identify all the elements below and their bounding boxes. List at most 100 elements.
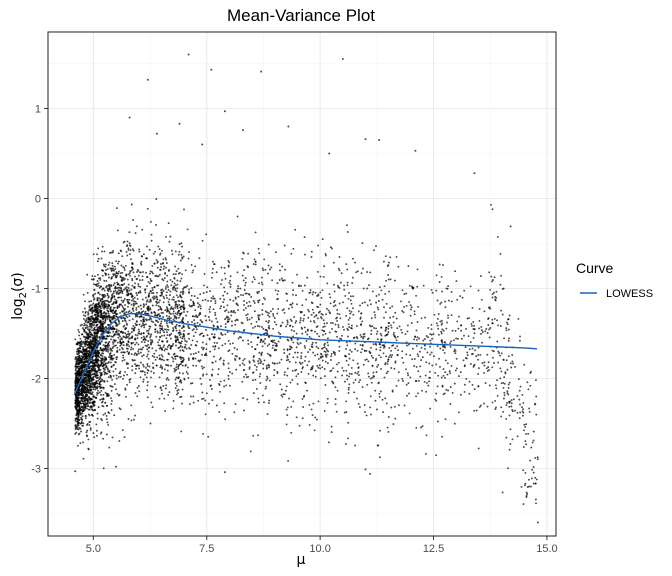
scatter-point [118,333,121,336]
scatter-point [131,327,133,330]
scatter-point [102,344,105,347]
scatter-point [91,391,94,394]
scatter-point [115,358,118,361]
scatter-point [343,288,346,291]
scatter-point [346,284,349,287]
scatter-point [83,342,86,345]
scatter-point [127,330,130,333]
scatter-point [223,286,226,289]
scatter-point [153,295,156,298]
scatter-point [158,313,160,316]
scatter-point [128,319,131,322]
scatter-point [436,324,439,327]
scatter-point [264,337,267,340]
scatter-point [84,388,87,391]
scatter-point [519,335,521,338]
scatter-point [441,435,444,438]
scatter-point [346,307,349,310]
scatter-point [151,341,154,343]
scatter-point [312,402,315,405]
scatter-point [177,316,180,319]
scatter-point [257,247,260,250]
scatter-point [213,297,216,300]
scatter-point [395,317,398,320]
scatter-point [508,414,511,417]
scatter-point [112,330,115,333]
scatter-point [500,274,503,277]
scatter-point [111,436,114,439]
scatter-point [205,328,207,331]
scatter-point [144,323,147,326]
scatter-point [227,311,230,314]
scatter-point [330,355,333,358]
scatter-point [506,323,509,326]
scatter-point [119,340,122,343]
scatter-point [352,307,354,310]
scatter-point [215,404,218,407]
scatter-point [95,397,98,400]
scatter-point [452,339,455,342]
scatter-point [76,359,79,361]
scatter-point [98,378,101,381]
scatter-point [342,301,345,304]
scatter-point [314,354,317,357]
scatter-point [321,359,324,362]
scatter-point [261,283,264,286]
scatter-point [175,338,178,341]
scatter-point [130,419,133,422]
scatter-point [402,361,405,364]
scatter-point [477,367,480,370]
scatter-point [314,416,317,419]
scatter-point [236,348,239,351]
scatter-point [110,366,113,368]
scatter-point [506,390,509,393]
scatter-point [336,370,339,373]
scatter-point [134,282,136,285]
scatter-point [114,274,117,277]
scatter-point [302,395,305,398]
scatter-point [336,284,339,287]
scatter-point [359,333,362,336]
scatter-point [494,408,497,411]
scatter-point [142,316,145,319]
scatter-point [268,315,271,318]
scatter-point [128,337,131,340]
scatter-point [112,345,115,348]
scatter-point [460,324,463,327]
scatter-point [96,330,99,333]
scatter-point [214,360,217,363]
scatter-point [289,348,292,351]
scatter-point [89,405,92,408]
scatter-point [306,364,309,367]
scatter-point [422,339,425,342]
scatter-point [451,391,454,394]
scatter-point [130,404,133,407]
scatter-point [223,290,226,293]
scatter-point [218,358,221,361]
scatter-point [420,317,423,320]
scatter-point [181,337,184,340]
scatter-point [245,292,248,295]
scatter-point [261,345,264,348]
scatter-point [532,430,535,433]
scatter-point [350,310,353,313]
scatter-point [84,327,87,329]
scatter-point [502,381,505,384]
scatter-point [164,347,167,350]
scatter-point [319,355,322,358]
scatter-point [192,395,195,398]
scatter-point [379,390,382,393]
scatter-point [440,330,443,333]
scatter-point [130,331,133,333]
scatter-point [185,363,187,366]
scatter-point [212,345,215,348]
scatter-point [92,278,95,281]
scatter-point [299,342,302,345]
scatter-point [283,352,286,354]
scatter-point [100,333,103,336]
scatter-point [356,362,359,365]
scatter-point [534,456,537,459]
scatter-point [106,317,109,320]
scatter-point [211,361,214,364]
scatter-point [444,376,446,379]
